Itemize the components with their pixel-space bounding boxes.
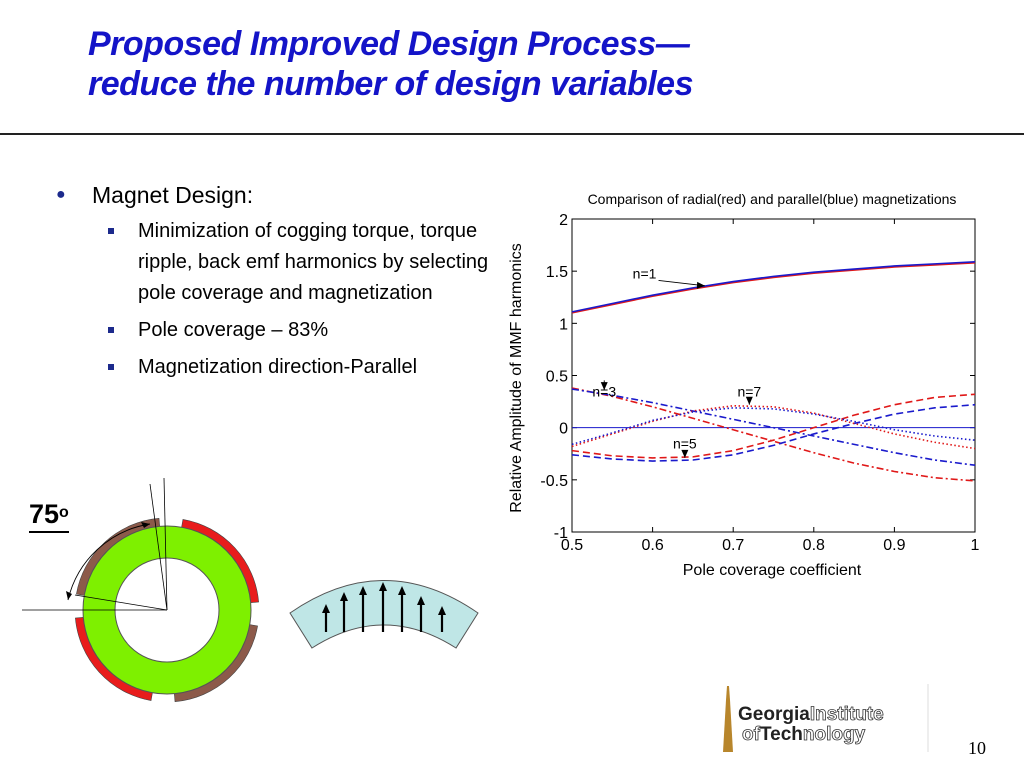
logo-line-1: GeorgiaInstitute xyxy=(738,704,884,725)
y-tick-label: -0.5 xyxy=(540,473,568,490)
arrow-head-icon xyxy=(340,592,348,601)
arrow-head-icon xyxy=(379,582,387,591)
bullet-dot-icon: ● xyxy=(56,186,66,203)
title-line-1: Proposed Improved Design Process— xyxy=(88,25,690,63)
annotation-n7: n=7 xyxy=(737,383,761,399)
x-tick-label: 0.8 xyxy=(803,537,825,554)
series-line-n1-parallel xyxy=(571,260,976,313)
square-bullet-icon xyxy=(108,364,114,370)
annotation-arrow-head-icon xyxy=(681,449,689,458)
x-tick-label: 1 xyxy=(971,537,980,554)
title-line-2: reduce the number of design variables xyxy=(88,65,694,103)
annotation-n3: n=3 xyxy=(592,383,616,399)
georgia-tech-logo: GeorgiaInstitute ofTechnology xyxy=(723,684,929,752)
tower-icon xyxy=(723,686,733,752)
x-axis-label: Pole coverage coefficient xyxy=(683,562,862,579)
angle-arrow-head-icon xyxy=(141,522,150,528)
arrow-head-icon xyxy=(322,604,330,613)
arrow-head-icon xyxy=(359,586,367,595)
series-line-n3-parallel xyxy=(571,388,976,467)
x-tick-label: 0.9 xyxy=(883,537,905,554)
reference-line-lower xyxy=(74,594,168,611)
square-bullet-icon xyxy=(108,327,114,333)
y-tick-label: 0 xyxy=(559,421,568,438)
sub-bullet-text: Minimization of cogging torque, torque r… xyxy=(138,220,489,304)
y-tick-label: 1 xyxy=(559,316,568,333)
x-tick-label: 0.6 xyxy=(641,537,663,554)
rotor-ring-diagram xyxy=(22,477,259,702)
series-line-n7-radial xyxy=(571,404,976,450)
title-divider xyxy=(0,133,1024,135)
series-line-n5-radial xyxy=(571,393,976,459)
y-tick-label: 0.5 xyxy=(546,369,568,386)
angle-arrow-head-icon xyxy=(66,591,72,600)
sub-bullet-3: Magnetization direction-Parallel xyxy=(52,352,492,383)
parallel-magnetization-segment xyxy=(289,580,479,649)
series-line-n5-parallel xyxy=(571,403,976,462)
y-tick-label: 2 xyxy=(559,212,568,229)
sub-bullet-text: Magnetization direction-Parallel xyxy=(138,356,418,378)
sub-bullet-2: Pole coverage – 83% xyxy=(52,315,492,346)
square-bullet-icon xyxy=(108,228,114,234)
angle-arc xyxy=(67,523,151,601)
bullet-text: Magnet Design: xyxy=(92,182,254,208)
annotation-n1: n=1 xyxy=(633,265,657,281)
arrow-head-icon xyxy=(417,596,425,605)
arrow-head-icon xyxy=(398,586,406,595)
mmf-harmonics-chart: Comparison of radial(red) and parallel(b… xyxy=(508,191,980,579)
annotation-arrow-head-icon xyxy=(696,281,705,289)
y-axis-label: Relative Amplitude of MMF harmonics xyxy=(508,243,525,512)
chart-title: Comparison of radial(red) and parallel(b… xyxy=(588,191,957,207)
sub-bullet-1: Minimization of cogging torque, torque r… xyxy=(52,216,492,309)
reference-line-diagonal xyxy=(149,483,168,611)
logo-line-2: ofTechnology xyxy=(742,724,866,745)
y-tick-label: 1.5 xyxy=(546,264,568,281)
x-tick-label: 0.5 xyxy=(561,537,583,554)
annotation-n5: n=5 xyxy=(673,436,697,452)
pole-angle-label: 75o xyxy=(29,498,69,533)
sub-bullet-text: Pole coverage – 83% xyxy=(138,319,329,341)
series-line-n3-radial xyxy=(571,387,976,482)
arrow-head-icon xyxy=(438,606,446,615)
bullet-magnet-design: ● Magnet Design: xyxy=(52,180,492,210)
plot-area xyxy=(571,218,976,533)
y-tick-label: -1 xyxy=(554,525,568,542)
x-tick-label: 0.7 xyxy=(722,537,744,554)
annotation-arrow-head-icon xyxy=(745,396,753,405)
page-number: 10 xyxy=(968,738,986,758)
annotation-arrow-head-icon xyxy=(600,382,608,391)
bullet-list: ● Magnet Design: Minimization of cogging… xyxy=(52,180,492,383)
reference-line-vertical xyxy=(163,477,168,611)
series-line-n1-radial xyxy=(571,262,976,314)
slide-title: Proposed Improved Design Process— reduce… xyxy=(88,24,694,104)
